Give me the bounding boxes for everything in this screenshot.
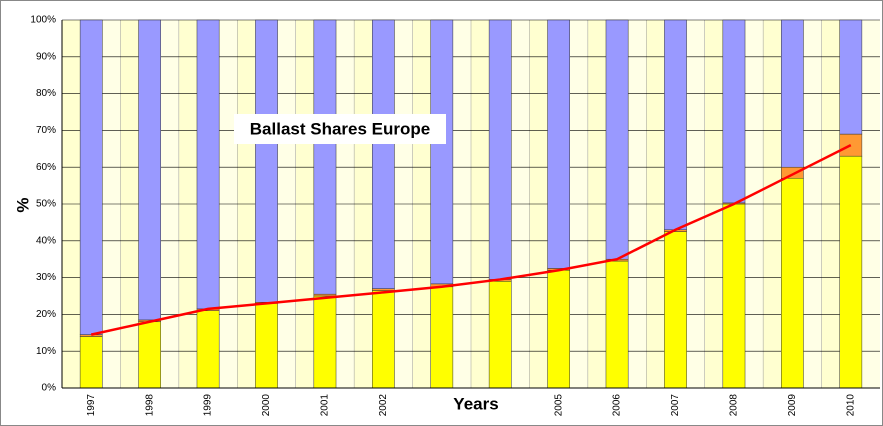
bar-segment bbox=[313, 295, 337, 389]
x-tick-label: 2001 bbox=[320, 394, 331, 417]
bar-segment bbox=[781, 166, 804, 179]
x-axis-label: Years bbox=[453, 394, 498, 413]
y-tick-label: 20% bbox=[36, 309, 56, 320]
y-tick-label: 60% bbox=[36, 162, 56, 173]
bar-segment bbox=[839, 19, 863, 135]
bar-segment bbox=[430, 19, 454, 285]
bar-segment bbox=[605, 260, 629, 389]
y-tick-label: 100% bbox=[30, 15, 56, 26]
y-tick-label: 30% bbox=[36, 272, 56, 283]
bar-segment bbox=[488, 19, 512, 280]
bar-segment bbox=[664, 231, 687, 389]
bar-segment bbox=[138, 19, 161, 321]
y-axis-label: % bbox=[13, 197, 32, 212]
bar-segment bbox=[722, 203, 746, 389]
trend-line bbox=[90, 144, 852, 336]
x-tick-label: 2010 bbox=[845, 394, 856, 417]
bar-segment bbox=[79, 19, 103, 335]
title-box bbox=[234, 114, 446, 144]
bar-segment bbox=[605, 19, 629, 260]
y-tick-label: 80% bbox=[36, 88, 56, 99]
bar-segment bbox=[781, 19, 804, 168]
bar-segment bbox=[313, 19, 337, 295]
y-tick-label: 10% bbox=[36, 346, 56, 357]
y-tick-label: 40% bbox=[36, 235, 56, 246]
bar-segment bbox=[430, 286, 454, 389]
y-tick-label: 0% bbox=[42, 383, 57, 394]
x-tick-label: 1997 bbox=[86, 394, 97, 417]
bar-segment bbox=[255, 19, 278, 303]
bar-segment bbox=[138, 321, 161, 389]
bar-segment bbox=[488, 281, 512, 389]
bar-segment bbox=[196, 19, 220, 310]
x-tick-label: 2005 bbox=[553, 394, 564, 417]
bar-segment bbox=[372, 19, 395, 289]
bar-segment bbox=[196, 310, 220, 389]
x-tick-label: 2009 bbox=[787, 394, 798, 417]
x-tick-label: 2000 bbox=[261, 394, 272, 417]
bar-segment bbox=[255, 303, 278, 389]
x-tick-label: 1999 bbox=[203, 394, 214, 417]
bar-segment bbox=[547, 19, 570, 269]
y-tick-label: 90% bbox=[36, 51, 56, 62]
bar-segment bbox=[839, 155, 863, 389]
bar-segment bbox=[372, 290, 395, 389]
y-tick-label: 70% bbox=[36, 125, 56, 136]
bar-segment bbox=[664, 19, 687, 231]
bar-segment bbox=[547, 269, 570, 389]
bar-segment bbox=[79, 336, 103, 389]
x-tick-label: 2006 bbox=[612, 394, 623, 417]
x-tick-label: 2008 bbox=[729, 394, 740, 417]
x-tick-label: 2007 bbox=[670, 394, 681, 417]
x-tick-label: 2002 bbox=[378, 394, 389, 417]
bar-segment bbox=[722, 19, 746, 204]
bar-segment bbox=[372, 288, 395, 291]
plot-area: 0% 10% 20% 30% 40% 50% 60% 70% 80% 90% 100% 1997 199… bbox=[30, 15, 880, 417]
bar-segment bbox=[781, 177, 804, 389]
x-tick-label: 1998 bbox=[144, 394, 155, 417]
x-label-box bbox=[441, 389, 511, 417]
bar-segment bbox=[313, 293, 337, 297]
y-tick-label: 50% bbox=[36, 199, 56, 210]
chart-title: Ballast Shares Europe bbox=[250, 119, 430, 138]
bar-segment bbox=[79, 334, 103, 337]
